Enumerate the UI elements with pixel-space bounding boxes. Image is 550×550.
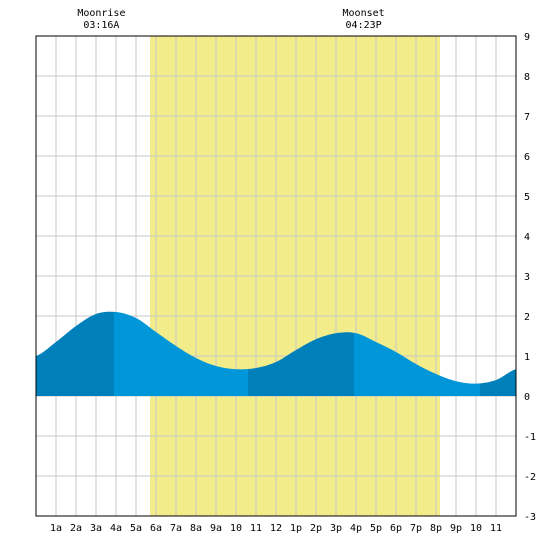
x-tick-label: 6p (390, 523, 402, 534)
y-tick-label: 9 (524, 32, 530, 43)
grid-layer (36, 36, 516, 516)
x-tick-label: 12 (270, 523, 282, 534)
y-tick-labels: -3 -2 -1 0 1 2 3 4 5 6 7 8 9 (524, 32, 536, 523)
x-tick-label: 2p (310, 523, 322, 534)
x-tick-label: 4p (350, 523, 362, 534)
x-tick-label: 11 (490, 523, 502, 534)
annotation-time: 03:16A (83, 20, 119, 31)
y-tick-label: -1 (524, 432, 536, 443)
x-tick-label: 9a (210, 523, 222, 534)
x-tick-label: 1a (50, 523, 62, 534)
y-tick-label: -3 (524, 512, 536, 523)
x-tick-label: 5a (130, 523, 142, 534)
tide-area-light (114, 311, 248, 396)
y-tick-label: 1 (524, 352, 530, 363)
x-tick-label: 11 (250, 523, 262, 534)
annotation-time: 04:23P (346, 20, 382, 31)
x-tick-label: 2a (70, 523, 82, 534)
y-tick-label: -2 (524, 472, 536, 483)
y-tick-label: 8 (524, 72, 530, 83)
y-tick-label: 3 (524, 272, 530, 283)
x-tick-label: 8p (430, 523, 442, 534)
x-tick-label: 10 (470, 523, 482, 534)
y-tick-label: 4 (524, 232, 530, 243)
x-tick-labels: 1a 2a 3a 4a 5a 6a 7a 8a 9a 10 11 12 1p 2p 3p 4p 5p 6p 7p 8p… (50, 523, 502, 534)
x-tick-label: 10 (230, 523, 242, 534)
x-tick-label: 3p (330, 523, 342, 534)
plot-frame-layer (35, 35, 517, 517)
tide-area-dark (480, 369, 516, 396)
tide-area-light (354, 332, 480, 396)
y-tick-label: 7 (524, 112, 530, 123)
x-tick-label: 7p (410, 523, 422, 534)
annotation-label: Moonrise (77, 8, 125, 19)
x-tick-label: 6a (150, 523, 162, 534)
x-tick-label: 4a (110, 523, 122, 534)
tide-area-dark (248, 332, 354, 396)
x-tick-label: 7a (170, 523, 182, 534)
x-tick-label: 8a (190, 523, 202, 534)
y-tick-label: 2 (524, 312, 530, 323)
y-tick-label: 0 (524, 392, 530, 403)
plot-frame (35, 35, 517, 517)
x-tick-label: 5p (370, 523, 382, 534)
tide-area-layer (36, 311, 516, 396)
x-tick-label: 9p (450, 523, 462, 534)
y-tick-label: 6 (524, 152, 530, 163)
annotation-label: Moonset (343, 8, 385, 19)
x-tick-label: 3a (90, 523, 102, 534)
x-tick-label: 1p (290, 523, 302, 534)
tide-area-dark (36, 311, 114, 396)
y-tick-label: 5 (524, 192, 530, 203)
